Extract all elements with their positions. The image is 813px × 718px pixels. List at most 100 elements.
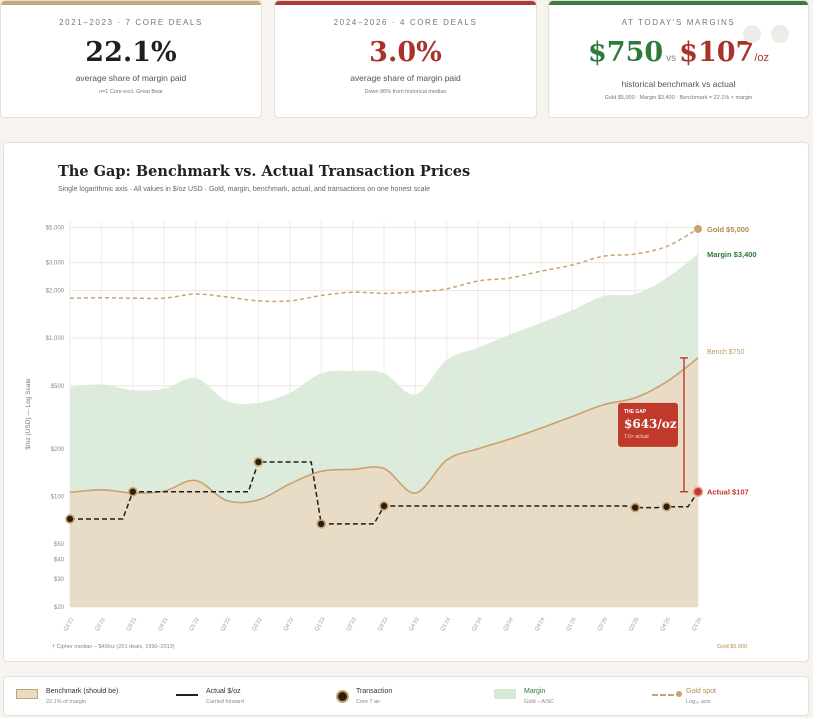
x-tick-label: Q2'21 <box>94 617 106 633</box>
gap-title: THE GAP <box>624 409 647 415</box>
legend-actual-swatch <box>176 694 198 696</box>
x-tick-label: Q2'24 <box>471 617 483 633</box>
x-tick-label: Q1'24 <box>440 617 452 633</box>
chart-legend: Benchmark (should be) 22.1% of margin Ac… <box>3 676 809 716</box>
chart-footnote: † Cipher median – $40/oz (251 deals, 199… <box>52 644 175 650</box>
legend-label: Margin <box>524 688 546 695</box>
stat-note: Gold $5,000 · Margin $3,400 · Benchmark … <box>604 95 753 101</box>
stat-description: average share of margin paid <box>350 73 461 83</box>
transaction-point <box>661 501 672 512</box>
unit-label: /oz <box>754 52 769 64</box>
gap-callout <box>618 402 678 447</box>
legend-margin-swatch <box>494 689 516 699</box>
y-tick-label: $3,000 <box>46 261 65 267</box>
stat-accent-bar <box>549 1 808 5</box>
stat-accent-bar <box>275 1 536 5</box>
y-tick-label: $500 <box>51 384 65 390</box>
y-tick-label: $20 <box>54 605 65 611</box>
stat-label: AT TODAY'S MARGINS <box>621 18 736 27</box>
legend-sublabel: 22.1% of margin <box>46 699 87 705</box>
x-tick-label: Q3'23 <box>377 617 389 633</box>
stat-label: 2021–2023 · 7 CORE DEALS <box>59 18 203 27</box>
stat-card-historical: 2021–2023 · 7 CORE DEALS 22.1% average s… <box>0 0 262 118</box>
benchmark-end-label: Bench $750 <box>707 349 744 356</box>
stat-value: 3.0% <box>369 37 442 68</box>
legend-label: Actual $/oz <box>206 688 241 695</box>
x-tick-label: Q2'23 <box>346 617 358 633</box>
legend-gold-swatch <box>652 694 674 696</box>
expand-icon[interactable] <box>771 25 789 43</box>
stat-label: 2024–2026 · 4 CORE DEALS <box>333 18 478 27</box>
legend-label: Transaction <box>356 688 393 695</box>
transaction-point <box>253 457 264 467</box>
transaction-point <box>65 514 75 524</box>
actual-value: $107 <box>679 37 755 68</box>
x-tick-label: Q1'22 <box>189 617 201 633</box>
legend-label: Benchmark (should be) <box>46 688 119 695</box>
y-tick-label: $2,000 <box>46 289 65 295</box>
x-tick-label: Q1'23 <box>314 617 326 633</box>
legend-gold-dot <box>676 691 682 697</box>
chart-plot: $20 $30 $40 $50 $100 $200 $500 $1,000 $2,000 $3,0… <box>25 221 757 650</box>
gap-value: $643/oz <box>624 417 677 431</box>
chart-card: The Gap: Benchmark vs. Actual Transactio… <box>3 142 809 662</box>
legend-sublabel: Log₁₀ axis <box>686 699 711 705</box>
transaction-point <box>379 501 389 511</box>
stat-description: historical benchmark vs actual <box>621 79 736 89</box>
y-tick-label: $5,000 <box>46 226 65 232</box>
x-tick-label: Q2'25 <box>597 617 609 633</box>
info-icon[interactable] <box>743 25 761 43</box>
transaction-point <box>316 519 327 529</box>
x-tick-label: Q2'22 <box>220 617 232 633</box>
gold-end-label: Gold $5,000 <box>707 225 749 234</box>
x-tick-label: Q3'22 <box>251 617 263 633</box>
legend-sublabel: Core 7 air <box>356 699 381 705</box>
x-tick-label: Q3'21 <box>126 617 138 633</box>
x-tick-label: Q1'21 <box>63 617 75 633</box>
x-tick-label: Q4'24 <box>534 617 546 633</box>
legend-label: Gold spot <box>686 688 716 695</box>
x-tick-label: Q1'25 <box>565 617 577 633</box>
benchmark-value: $750 <box>588 37 664 68</box>
benchmark-line <box>69 357 699 504</box>
x-tick-label: Q4'21 <box>157 617 169 633</box>
legend-sublabel: Carried forward <box>206 699 244 705</box>
gold-end-point <box>694 224 702 233</box>
x-tick-label: Q3'24 <box>503 617 515 633</box>
x-tick-label: Q4'22 <box>283 617 295 633</box>
stat-card-today: AT TODAY'S MARGINS $750 vs $107/oz histori… <box>548 0 809 118</box>
stat-value-compare: $750 vs $107/oz <box>549 37 808 75</box>
stat-card-recent: 2024–2026 · 4 CORE DEALS 3.0% average sh… <box>274 0 537 118</box>
y-tick-label: $40 <box>54 557 65 563</box>
y-tick-label: $100 <box>51 494 65 500</box>
stat-accent-bar <box>1 1 261 5</box>
x-tick-label: Q4'25 <box>660 617 672 633</box>
x-tick-label: Q1'26 <box>691 617 703 633</box>
transaction-point <box>630 502 641 513</box>
y-tick-label: $200 <box>51 447 65 453</box>
transaction-point <box>128 486 138 497</box>
benchmark-area <box>70 357 698 607</box>
y-tick-label: $30 <box>54 577 65 583</box>
y-tick-label: $50 <box>54 542 65 548</box>
legend-transaction-dot <box>336 690 349 703</box>
gap-note: 7.0× actual <box>624 434 649 440</box>
margin-end-label: Margin $3,400 <box>707 250 757 259</box>
stat-note: Down 86% from historical median <box>364 89 447 95</box>
y-tick-label: $1,000 <box>46 336 65 342</box>
y-axis-label: $/oz (USD) — Log Scale <box>25 378 32 450</box>
legend-benchmark-swatch <box>16 689 38 699</box>
legend-sublabel: Gold – AISC <box>524 699 555 705</box>
vs-label: vs <box>666 53 677 64</box>
stat-description: average share of margin paid <box>75 73 187 83</box>
chart-subtitle: Single logarithmic axis · All values in … <box>58 186 430 193</box>
chart-title: The Gap: Benchmark vs. Actual Transactio… <box>58 163 471 180</box>
gold-spot-line <box>69 228 699 303</box>
x-tick-label: Q3'25 <box>628 617 640 633</box>
transaction-point <box>692 486 704 498</box>
chart-footnote-right: Gold $5,000 <box>717 644 747 650</box>
stat-note: n=1 Core excl. Great Bear <box>98 89 164 95</box>
x-tick-label: Q4'23 <box>408 617 420 633</box>
actual-end-label: Actual $107 <box>707 488 749 497</box>
stat-value: 22.1% <box>85 37 177 68</box>
